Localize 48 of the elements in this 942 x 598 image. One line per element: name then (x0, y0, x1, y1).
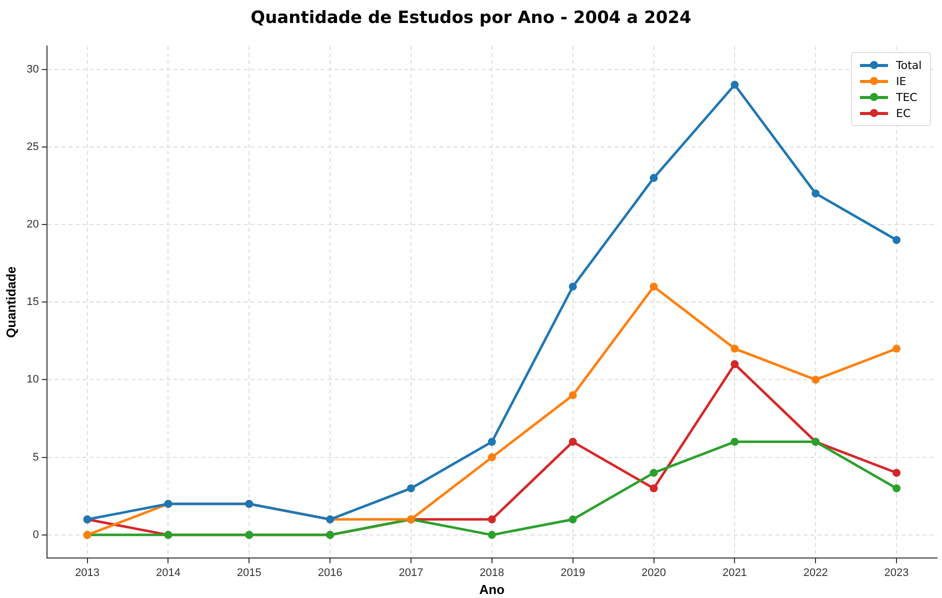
legend-label: EC (896, 106, 911, 120)
x-tick-label: 2023 (884, 566, 909, 579)
point (892, 236, 901, 244)
point (488, 438, 496, 446)
x-tick-label: 2013 (75, 566, 100, 579)
point (568, 438, 577, 446)
point (650, 174, 658, 182)
point (650, 282, 658, 291)
y-tick-label: 30 (26, 63, 39, 76)
legend-label: TEC (896, 90, 918, 104)
x-tick-label: 2019 (560, 566, 586, 579)
y-tick-label: 15 (26, 296, 39, 308)
y-tick-label: 25 (26, 140, 39, 153)
y-tick-label: 20 (26, 218, 39, 231)
point (488, 453, 496, 462)
point (730, 360, 739, 368)
point (812, 376, 820, 384)
x-tick-label: 2020 (642, 566, 666, 579)
point (568, 391, 577, 400)
point (568, 282, 577, 291)
point (892, 468, 901, 477)
point (730, 80, 739, 89)
point (812, 189, 820, 198)
point (892, 344, 901, 353)
point (650, 484, 658, 492)
x-axis-title: Ano (479, 582, 505, 597)
point (892, 484, 901, 492)
x-tick-label: 2016 (318, 566, 342, 579)
point (406, 484, 415, 492)
point (730, 344, 739, 353)
point (730, 438, 739, 446)
x-tick-label: 2021 (722, 566, 747, 579)
x-tick-label: 2015 (236, 566, 262, 579)
legend-label: Total (896, 58, 922, 72)
x-tick-label: 2017 (398, 566, 424, 579)
point (488, 530, 496, 539)
x-tick-label: 2014 (156, 566, 180, 579)
point (650, 468, 658, 477)
y-tick-label: 0 (32, 528, 39, 541)
point (568, 515, 577, 524)
y-tick-label: 5 (32, 451, 39, 464)
x-tick-label: 2022 (803, 566, 828, 579)
y-axis-title: Quantidade (3, 266, 18, 338)
y-tick-label: 10 (26, 374, 39, 386)
x-tick-label: 2018 (480, 566, 504, 579)
legend-label: IE (896, 74, 906, 88)
chart-title: Quantidade de Estudos por Ano - 2004 a 2024 (250, 8, 692, 28)
point (488, 515, 496, 524)
